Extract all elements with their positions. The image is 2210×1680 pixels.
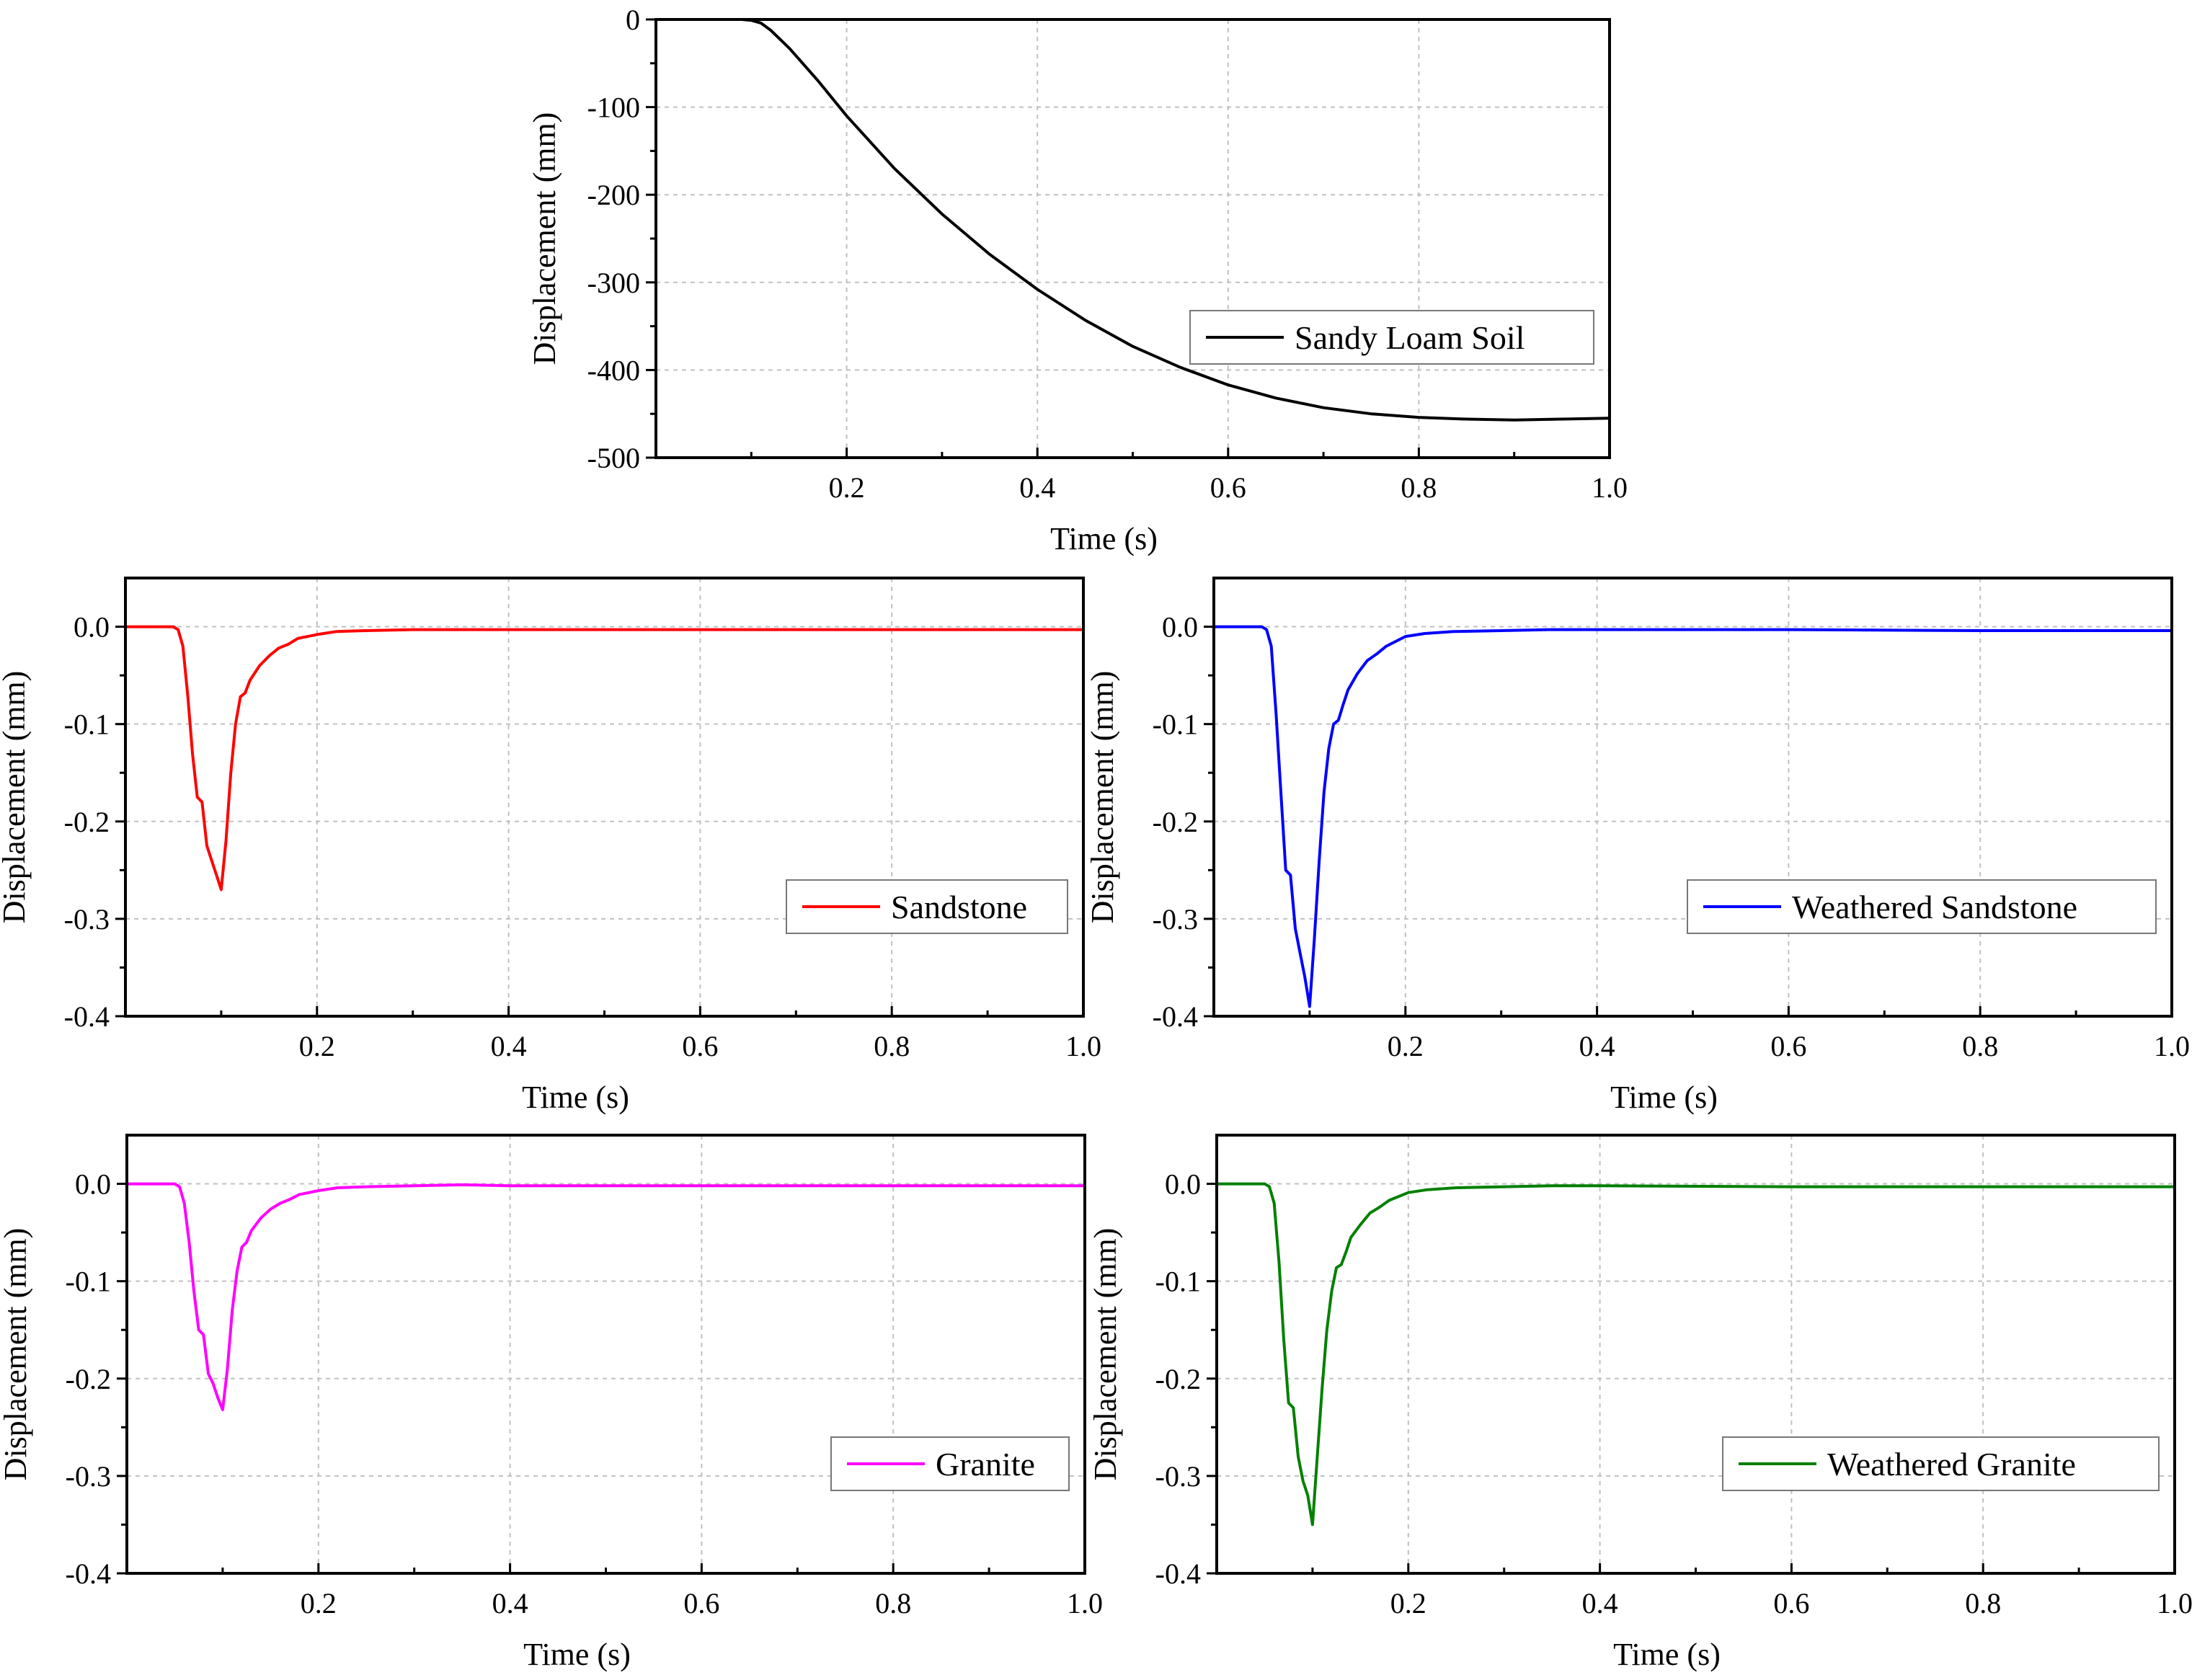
sandstone-legend-label: Sandstone xyxy=(891,889,1027,925)
weathered-sandstone-x-tick-label: 0.2 xyxy=(1388,1030,1424,1062)
granite-x-tick-label: 1.0 xyxy=(1067,1587,1103,1619)
granite-y-axis-title: Displacement (mm) xyxy=(0,1228,33,1481)
granite-x-tick-label: 0.4 xyxy=(492,1587,528,1619)
weathered-sandstone-legend: Weathered Sandstone xyxy=(1687,879,2157,934)
sandy-loam-legend: Sandy Loam Soil xyxy=(1189,310,1594,365)
weathered-granite-x-tick-label: 0.2 xyxy=(1390,1587,1426,1619)
sandstone-y-tick-label: -0.3 xyxy=(64,903,110,935)
sandstone-y-tick-label: -0.2 xyxy=(64,806,110,838)
granite-legend: Granite xyxy=(830,1436,1070,1491)
sandy-loam-x-axis-title: Time (s) xyxy=(1050,521,1158,556)
sandstone-x-tick-label: 0.2 xyxy=(299,1030,335,1062)
sandy-loam-x-tick-label: 0.2 xyxy=(829,471,865,504)
sandy-loam-plot-frame xyxy=(654,18,1611,459)
sandy-loam-x-tick-label: 0.4 xyxy=(1019,471,1055,504)
weathered-granite-x-tick-label: 0.8 xyxy=(1965,1587,2001,1619)
granite-x-tick-label: 0.2 xyxy=(301,1587,337,1619)
weathered-sandstone-x-tick-label: 0.8 xyxy=(1962,1030,1998,1062)
sandy-loam-legend-label: Sandy Loam Soil xyxy=(1295,319,1525,356)
weathered-granite-y-tick-label: -0.2 xyxy=(1155,1363,1201,1395)
sandstone-y-tick-label: -0.4 xyxy=(64,1000,110,1033)
sandy-loam-y-tick-label: -500 xyxy=(587,442,640,474)
sandy-loam-y-tick-label: 0 xyxy=(626,4,640,36)
sandstone-panel: 0.2 0.4 0.6 0.8 1.0 0.0 -0.1 -0.2 -0.3 -0.4 Time (… xyxy=(0,577,1101,1115)
weathered-granite-plot-frame xyxy=(1215,1134,2176,1575)
weathered-sandstone-y-tick-label: -0.4 xyxy=(1153,1000,1198,1033)
granite-y-tick-label: 0.0 xyxy=(75,1168,111,1201)
weathered-sandstone-panel: 0.2 0.4 0.6 0.8 1.0 0.0 -0.1 -0.2 -0.3 -0.4 Time (… xyxy=(1085,577,2190,1115)
weathered-granite-x-tick-label: 1.0 xyxy=(2157,1587,2193,1619)
sandy-loam-x-tick-label: 1.0 xyxy=(1592,471,1628,504)
weathered-granite-x-tick-label: 0.6 xyxy=(1773,1587,1809,1619)
weathered-sandstone-x-axis-title: Time (s) xyxy=(1610,1080,1718,1115)
sandstone-x-tick-label: 0.8 xyxy=(874,1030,910,1062)
weathered-sandstone-y-axis-title: Displacement (mm) xyxy=(1085,671,1120,924)
weathered-sandstone-plot-frame xyxy=(1212,577,2173,1018)
sandstone-x-tick-label: 0.6 xyxy=(682,1030,718,1062)
weathered-sandstone-y-tick-label: -0.2 xyxy=(1153,806,1198,838)
sandy-loam-panel: 0.2 0.4 0.6 0.8 1.0 0 -100 -200 -300 -400 -500 Time… xyxy=(527,4,1628,556)
granite-series-line xyxy=(127,1182,1085,1411)
sandstone-legend: Sandstone xyxy=(786,879,1068,934)
sandstone-y-tick-label: 0.0 xyxy=(74,611,110,644)
granite-legend-label: Granite xyxy=(936,1446,1035,1483)
weathered-granite-x-tick-label: 0.4 xyxy=(1582,1587,1618,1619)
weathered-granite-series-line xyxy=(1217,1182,2175,1526)
sandstone-y-axis-title: Displacement (mm) xyxy=(0,671,32,924)
weathered-granite-y-tick-label: 0.0 xyxy=(1165,1168,1201,1201)
weathered-sandstone-x-tick-label: 0.4 xyxy=(1579,1030,1615,1062)
weathered-sandstone-y-tick-label: -0.3 xyxy=(1153,903,1198,935)
weathered-sandstone-series-line xyxy=(1214,625,2172,1008)
weathered-sandstone-legend-label: Weathered Sandstone xyxy=(1792,889,2077,925)
weathered-sandstone-x-tick-label: 1.0 xyxy=(2154,1030,2190,1062)
sandy-loam-y-axis-title: Displacement (mm) xyxy=(527,112,562,365)
weathered-granite-y-tick-label: -0.4 xyxy=(1155,1557,1201,1590)
granite-plot-frame xyxy=(125,1134,1086,1575)
sandstone-series-line xyxy=(125,625,1083,892)
granite-y-tick-label: -0.2 xyxy=(66,1363,111,1395)
sandstone-plot-frame xyxy=(124,577,1085,1018)
sandy-loam-x-tick-label: 0.6 xyxy=(1210,471,1246,504)
granite-y-tick-label: -0.4 xyxy=(66,1557,111,1590)
sandstone-x-tick-label: 1.0 xyxy=(1065,1030,1101,1062)
granite-x-axis-title: Time (s) xyxy=(523,1637,631,1672)
weathered-sandstone-y-tick-label: 0.0 xyxy=(1162,611,1198,644)
sandy-loam-y-tick-label: -200 xyxy=(587,179,640,211)
weathered-granite-y-tick-label: -0.3 xyxy=(1155,1460,1201,1493)
sandy-loam-y-tick-label: -300 xyxy=(587,267,640,299)
weathered-granite-legend: Weathered Granite xyxy=(1722,1436,2160,1491)
sandy-loam-series-line xyxy=(656,19,1610,422)
granite-y-tick-label: -0.1 xyxy=(66,1266,111,1298)
sandy-loam-y-tick-label: -400 xyxy=(587,354,640,386)
weathered-granite-legend-label: Weathered Granite xyxy=(1827,1446,2076,1483)
granite-legend-box xyxy=(830,1436,1070,1491)
granite-panel: 0.2 0.4 0.6 0.8 1.0 0.0 -0.1 -0.2 -0.3 -0.4 Time (… xyxy=(0,1134,1103,1672)
weathered-sandstone-x-tick-label: 0.6 xyxy=(1770,1030,1806,1062)
weathered-granite-y-tick-label: -0.1 xyxy=(1155,1266,1201,1298)
sandy-loam-y-tick-label: -100 xyxy=(587,92,640,124)
sandy-loam-x-tick-label: 0.8 xyxy=(1401,471,1437,504)
sandstone-y-tick-label: -0.1 xyxy=(64,708,110,741)
granite-y-tick-label: -0.3 xyxy=(66,1460,111,1493)
sandstone-x-tick-label: 0.4 xyxy=(491,1030,527,1062)
weathered-granite-panel: 0.2 0.4 0.6 0.8 1.0 0.0 -0.1 -0.2 -0.3 -0.4 Time (… xyxy=(1088,1134,2193,1672)
weathered-granite-x-axis-title: Time (s) xyxy=(1613,1637,1721,1672)
granite-x-tick-label: 0.8 xyxy=(875,1587,911,1619)
granite-x-tick-label: 0.6 xyxy=(683,1587,719,1619)
sandstone-x-axis-title: Time (s) xyxy=(522,1080,629,1115)
weathered-sandstone-y-tick-label: -0.1 xyxy=(1153,708,1198,741)
weathered-granite-y-axis-title: Displacement (mm) xyxy=(1088,1228,1123,1481)
